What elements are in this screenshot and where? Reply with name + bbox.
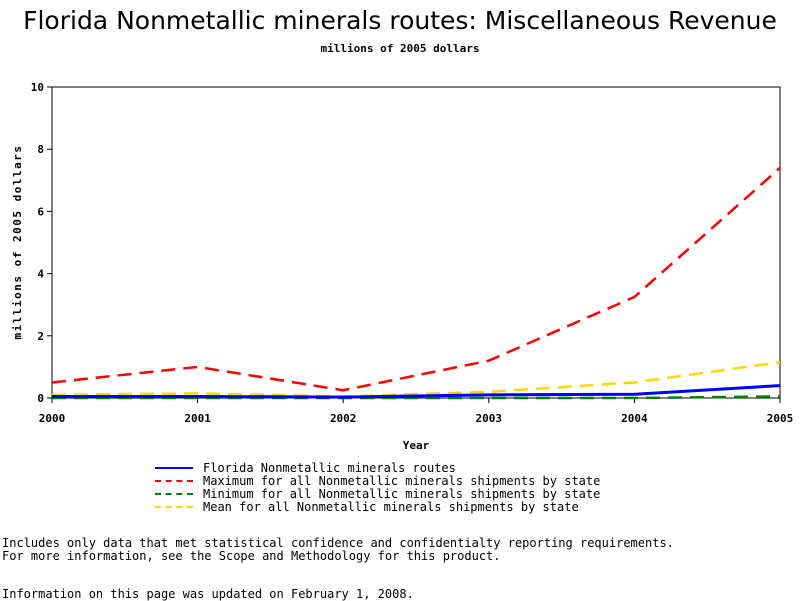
legend-item: Maximum for all Nonmetallic minerals shi… <box>155 473 601 488</box>
x-axis-label: Year <box>403 439 430 452</box>
legend-swatch <box>155 492 193 495</box>
legend-item: Mean for all Nonmetallic minerals shipme… <box>155 499 600 514</box>
y-tick-label: 0 <box>37 392 44 405</box>
series-lines <box>51 166 781 400</box>
y-tick-label: 8 <box>37 143 44 156</box>
legend-item: Minimum for all Nonmetallic minerals shi… <box>155 486 601 501</box>
y-tick-label: 2 <box>37 330 44 343</box>
x-axis: 2000 2001 2002 2003 2004 2005 <box>39 398 794 425</box>
y-tick-label: 4 <box>37 268 44 281</box>
plot-frame <box>51 86 781 399</box>
x-tick-label: 2005 <box>767 412 794 425</box>
series-line-1 <box>51 166 781 392</box>
series-line-2 <box>52 395 781 400</box>
x-tick-label: 2002 <box>330 412 357 425</box>
legend-swatch <box>155 479 193 482</box>
chart-plot: 0 2 4 6 8 10 2000 2001 2002 2003 2004 2005 Year mi… <box>11 81 794 452</box>
x-tick-label: 2004 <box>621 412 648 425</box>
series-line-3 <box>51 360 781 398</box>
footnote-confidence: Includes only data that met statistical … <box>2 536 674 550</box>
legend-label: Mean for all Nonmetallic minerals shipme… <box>203 499 579 514</box>
x-tick-label: 2001 <box>184 412 211 425</box>
y-axis: 0 2 4 6 8 10 <box>31 81 52 405</box>
legend-label: Florida Nonmetallic minerals routes <box>203 460 456 475</box>
legend-item: Florida Nonmetallic minerals routes <box>155 460 600 475</box>
legend-swatch <box>155 466 193 469</box>
y-axis-label: millions of 2005 dollars <box>11 145 24 340</box>
footnote-methodology: For more information, see the Scope and … <box>2 549 501 563</box>
legend: Florida Nonmetallic minerals routes Maxim… <box>155 460 601 514</box>
series-line-0 <box>52 384 781 399</box>
legend-swatch <box>155 505 193 508</box>
x-tick-label: 2003 <box>476 412 503 425</box>
y-tick-label: 10 <box>31 81 44 94</box>
footnote-updated: Information on this page was updated on … <box>2 587 414 601</box>
legend-label: Maximum for all Nonmetallic minerals shi… <box>203 473 601 488</box>
x-tick-label: 2000 <box>39 412 66 425</box>
legend-label: Minimum for all Nonmetallic minerals shi… <box>203 486 601 501</box>
y-tick-label: 6 <box>37 205 44 218</box>
chart-subtitle: millions of 2005 dollars <box>320 42 480 55</box>
chart-title: Florida Nonmetallic minerals routes: Mis… <box>23 6 777 35</box>
